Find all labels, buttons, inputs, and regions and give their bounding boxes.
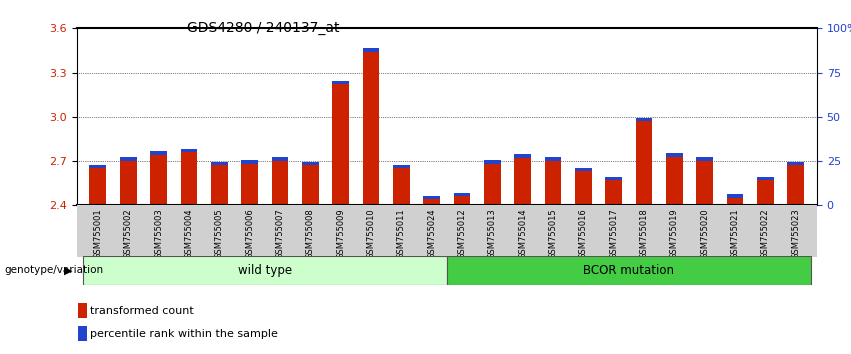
Text: GSM755004: GSM755004	[185, 208, 193, 258]
Text: GSM755021: GSM755021	[730, 208, 740, 258]
Bar	[120, 161, 136, 205]
Text: GSM755015: GSM755015	[549, 208, 557, 258]
Text: GSM755003: GSM755003	[154, 208, 163, 259]
Text: GSM755018: GSM755018	[639, 208, 648, 259]
Text: GSM755012: GSM755012	[458, 208, 466, 258]
FancyBboxPatch shape	[83, 256, 447, 285]
Text: GSM755008: GSM755008	[306, 208, 315, 259]
Text: BCOR mutation: BCOR mutation	[583, 264, 674, 277]
Bar	[484, 164, 500, 205]
Bar	[787, 162, 804, 166]
Text: GDS4280 / 240137_at: GDS4280 / 240137_at	[187, 21, 340, 35]
Bar	[332, 84, 349, 205]
Text: GSM755019: GSM755019	[670, 208, 679, 258]
Text: GSM755009: GSM755009	[336, 208, 345, 258]
Text: GSM755022: GSM755022	[761, 208, 770, 258]
Text: GSM755010: GSM755010	[367, 208, 375, 258]
Text: wild type: wild type	[237, 264, 292, 277]
FancyBboxPatch shape	[447, 256, 811, 285]
Bar	[150, 155, 167, 205]
Bar	[787, 166, 804, 205]
Bar	[666, 156, 683, 205]
Bar	[636, 121, 653, 205]
Bar	[241, 164, 258, 205]
Text: transformed count: transformed count	[90, 306, 194, 316]
Text: GSM755020: GSM755020	[700, 208, 709, 258]
Bar	[271, 161, 288, 205]
Text: GSM755002: GSM755002	[123, 208, 133, 258]
Bar	[78, 326, 87, 341]
Text: GSM755017: GSM755017	[609, 208, 618, 259]
Bar	[78, 303, 87, 318]
Bar	[211, 162, 227, 166]
Bar	[120, 158, 136, 161]
Bar	[180, 152, 197, 205]
Text: percentile rank within the sample: percentile rank within the sample	[90, 329, 277, 338]
Bar	[514, 158, 531, 205]
Bar	[636, 118, 653, 121]
Bar	[727, 198, 744, 205]
Bar	[271, 158, 288, 161]
Bar	[423, 199, 440, 205]
Bar	[696, 161, 713, 205]
Text: GSM755011: GSM755011	[397, 208, 406, 258]
Bar	[484, 160, 500, 164]
Bar	[332, 81, 349, 84]
Bar	[575, 171, 591, 205]
Text: GSM755013: GSM755013	[488, 208, 497, 259]
Bar	[302, 166, 318, 205]
Text: GSM755005: GSM755005	[214, 208, 224, 258]
Text: GSM755006: GSM755006	[245, 208, 254, 259]
Bar	[302, 162, 318, 166]
Bar	[575, 168, 591, 171]
Bar	[696, 158, 713, 161]
Text: GSM755016: GSM755016	[579, 208, 588, 259]
Bar	[514, 154, 531, 158]
Text: GSM755014: GSM755014	[518, 208, 527, 258]
Bar	[605, 180, 622, 205]
Bar	[757, 177, 774, 180]
Bar	[605, 177, 622, 180]
Bar	[89, 169, 106, 205]
Text: GSM755024: GSM755024	[427, 208, 436, 258]
Bar	[180, 149, 197, 152]
Text: genotype/variation: genotype/variation	[4, 266, 103, 275]
Bar	[454, 193, 471, 196]
Bar	[666, 153, 683, 156]
Bar	[363, 52, 380, 205]
Bar	[454, 196, 471, 205]
Bar	[757, 180, 774, 205]
Bar	[423, 196, 440, 199]
Bar	[727, 194, 744, 198]
Bar	[393, 165, 409, 169]
Text: GSM755023: GSM755023	[791, 208, 800, 259]
Bar	[150, 152, 167, 155]
Bar	[545, 158, 562, 161]
Text: GSM755007: GSM755007	[276, 208, 284, 259]
Bar	[545, 161, 562, 205]
Text: GSM755001: GSM755001	[94, 208, 102, 258]
Text: ▶: ▶	[64, 266, 72, 275]
Bar	[241, 160, 258, 164]
Bar	[211, 166, 227, 205]
Bar	[393, 169, 409, 205]
Bar	[89, 165, 106, 169]
Bar	[363, 48, 380, 52]
